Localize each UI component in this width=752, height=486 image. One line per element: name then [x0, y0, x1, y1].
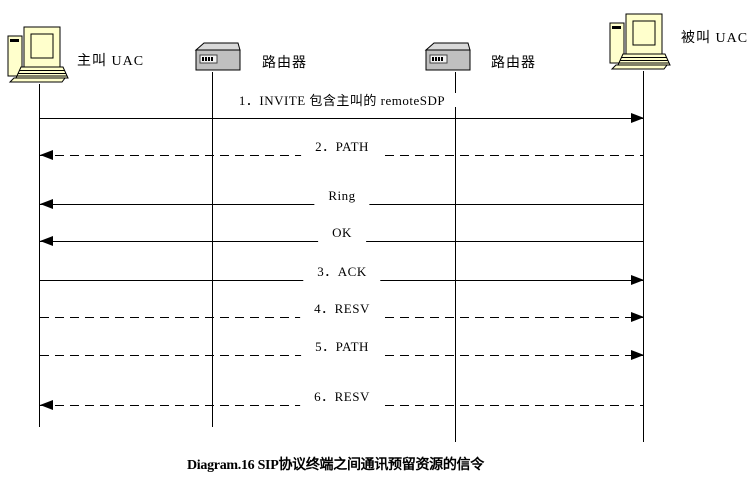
arrowhead-left-icon — [40, 400, 53, 410]
router-icon — [424, 42, 471, 71]
message-line — [40, 118, 644, 119]
lifeline-router-1 — [212, 72, 213, 427]
message-label: OK — [318, 225, 366, 242]
router-icon — [194, 42, 241, 71]
arrowhead-left-icon — [40, 150, 53, 160]
actor-label-router-1: 路由器 — [262, 56, 307, 71]
message-label: 5．PATH — [301, 339, 383, 356]
lifeline-caller-uac — [39, 84, 40, 427]
message-label: 3．ACK — [303, 264, 381, 281]
computer-icon — [7, 26, 69, 83]
arrowhead-right-icon — [631, 113, 644, 123]
actor-label-router-2: 路由器 — [491, 56, 536, 71]
actor-label-callee-uac: 被叫 UAC — [681, 31, 749, 46]
arrowhead-right-icon — [631, 312, 644, 322]
arrowhead-right-icon — [631, 350, 644, 360]
lifeline-callee-uac — [643, 71, 644, 442]
lifeline-router-2 — [455, 72, 456, 442]
arrowhead-left-icon — [40, 199, 53, 209]
message-label: 6．RESV — [300, 389, 384, 406]
message-label: 2．PATH — [301, 139, 383, 156]
message-label: 4．RESV — [300, 301, 384, 318]
arrowhead-right-icon — [631, 275, 644, 285]
computer-icon — [609, 13, 671, 70]
actor-label-caller-uac: 主叫 UAC — [77, 54, 145, 69]
message-label: 1．INVITE 包含主叫的 remoteSDP — [224, 93, 460, 107]
arrowhead-left-icon — [40, 236, 53, 246]
message-label: Ring — [314, 188, 370, 205]
diagram-caption: Diagram.16 SIP协议终端之间通讯预留资源的信令 — [187, 458, 484, 473]
